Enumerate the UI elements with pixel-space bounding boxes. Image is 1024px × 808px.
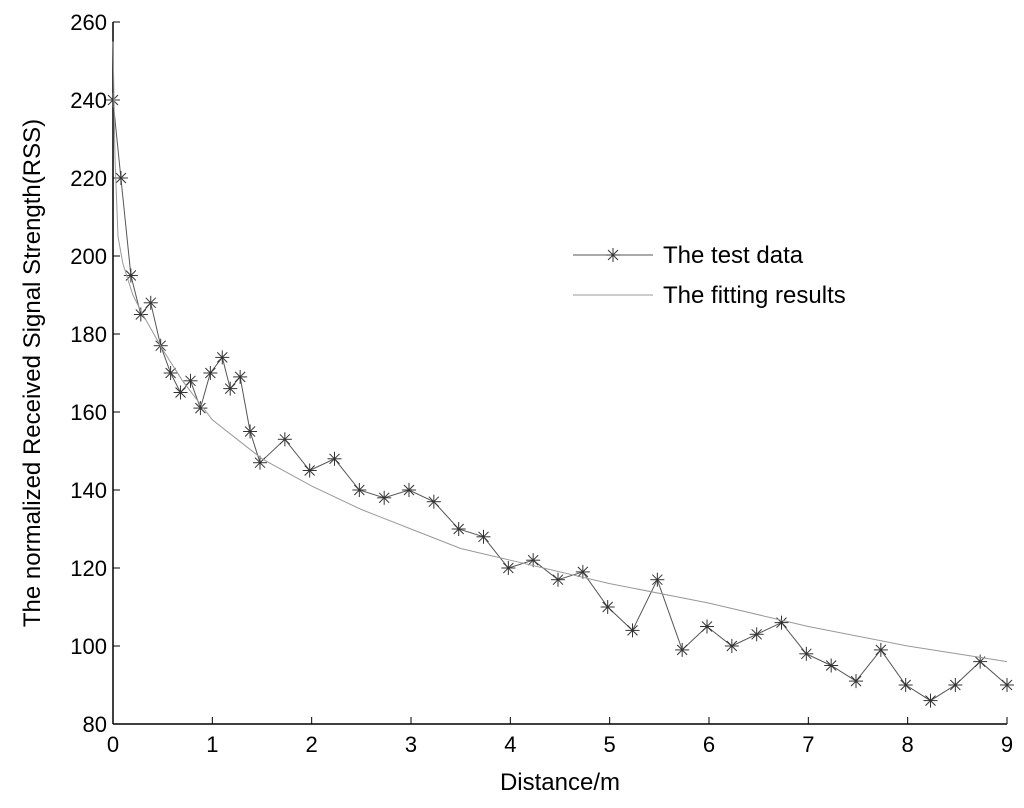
data-point xyxy=(724,639,739,653)
x-tick-label: 4 xyxy=(504,732,516,757)
legend-label-fitting-results: The fitting results xyxy=(663,282,846,309)
data-point xyxy=(233,369,248,384)
x-tick-label: 2 xyxy=(306,732,318,757)
data-point xyxy=(277,432,292,447)
x-tick-label: 9 xyxy=(1001,732,1013,757)
data-point xyxy=(501,561,516,575)
data-point xyxy=(923,693,938,708)
data-point xyxy=(774,615,789,630)
legend-asterisk xyxy=(606,248,620,262)
x-tick-label: 3 xyxy=(405,732,417,757)
data-point xyxy=(426,494,441,509)
data-point xyxy=(327,451,342,466)
plot-area: 0 1 2 3 4 5 6 7 8 9 80 100 120 140 160 180 200 220 240 260 xyxy=(70,10,1014,757)
y-tick-label: 140 xyxy=(70,478,107,503)
data-point xyxy=(123,268,138,283)
y-tick-label: 160 xyxy=(70,400,107,425)
x-tick-label: 6 xyxy=(703,732,715,757)
data-point xyxy=(243,424,258,439)
data-point xyxy=(402,483,417,497)
x-axis-title: Distance/m xyxy=(500,769,620,796)
y-axis-title: The normalized Received Signal Strength(… xyxy=(19,119,46,627)
x-tick-label: 5 xyxy=(604,732,616,757)
y-tick-label: 200 xyxy=(70,244,107,269)
data-point xyxy=(377,490,392,505)
data-point xyxy=(749,627,764,642)
data-point xyxy=(575,564,590,579)
data-point xyxy=(476,529,491,544)
y-tick-label: 260 xyxy=(70,10,107,35)
y-tick-label: 120 xyxy=(70,556,107,581)
data-point xyxy=(113,171,128,185)
x-tick-label: 1 xyxy=(206,732,218,757)
data-point xyxy=(551,572,566,587)
data-point xyxy=(215,350,230,365)
data-point xyxy=(163,366,178,380)
data-point xyxy=(650,572,665,587)
data-point xyxy=(302,463,317,478)
x-tick-label: 7 xyxy=(802,732,814,757)
data-point xyxy=(203,366,218,380)
data-point xyxy=(824,658,839,673)
series-layer xyxy=(106,41,1014,708)
y-tick-label: 80 xyxy=(83,712,107,737)
data-point xyxy=(898,678,913,692)
y-tick-label: 100 xyxy=(70,634,107,659)
data-point xyxy=(173,385,188,400)
legend-label-test-data: The test data xyxy=(663,242,804,269)
data-point xyxy=(193,401,208,416)
series-line-1 xyxy=(112,41,1008,663)
data-point xyxy=(526,553,541,568)
data-point xyxy=(948,678,963,692)
y-tick-label: 220 xyxy=(70,166,107,191)
data-point xyxy=(600,600,615,614)
legend: The test data The fitting results xyxy=(573,242,846,309)
data-point xyxy=(352,483,367,497)
y-tick-label: 180 xyxy=(70,322,107,347)
data-point xyxy=(106,93,120,107)
y-ticks: 80 100 120 140 160 180 200 220 240 260 xyxy=(70,10,120,737)
data-point xyxy=(451,522,466,536)
series-line-0 xyxy=(112,99,1008,702)
legend-marker-test-data xyxy=(606,248,620,262)
data-point xyxy=(1000,678,1014,692)
data-point xyxy=(873,642,888,657)
data-point xyxy=(700,619,715,634)
y-tick-label: 240 xyxy=(70,88,107,113)
x-ticks: 0 1 2 3 4 5 6 7 8 9 xyxy=(107,717,1013,757)
data-point xyxy=(799,646,814,661)
data-point xyxy=(143,295,158,310)
data-point xyxy=(675,642,690,657)
x-tick-label: 0 xyxy=(107,732,119,757)
data-point xyxy=(849,674,864,689)
x-tick-label: 8 xyxy=(902,732,914,757)
data-point xyxy=(625,623,640,638)
data-point xyxy=(183,373,198,388)
data-point xyxy=(223,381,238,396)
